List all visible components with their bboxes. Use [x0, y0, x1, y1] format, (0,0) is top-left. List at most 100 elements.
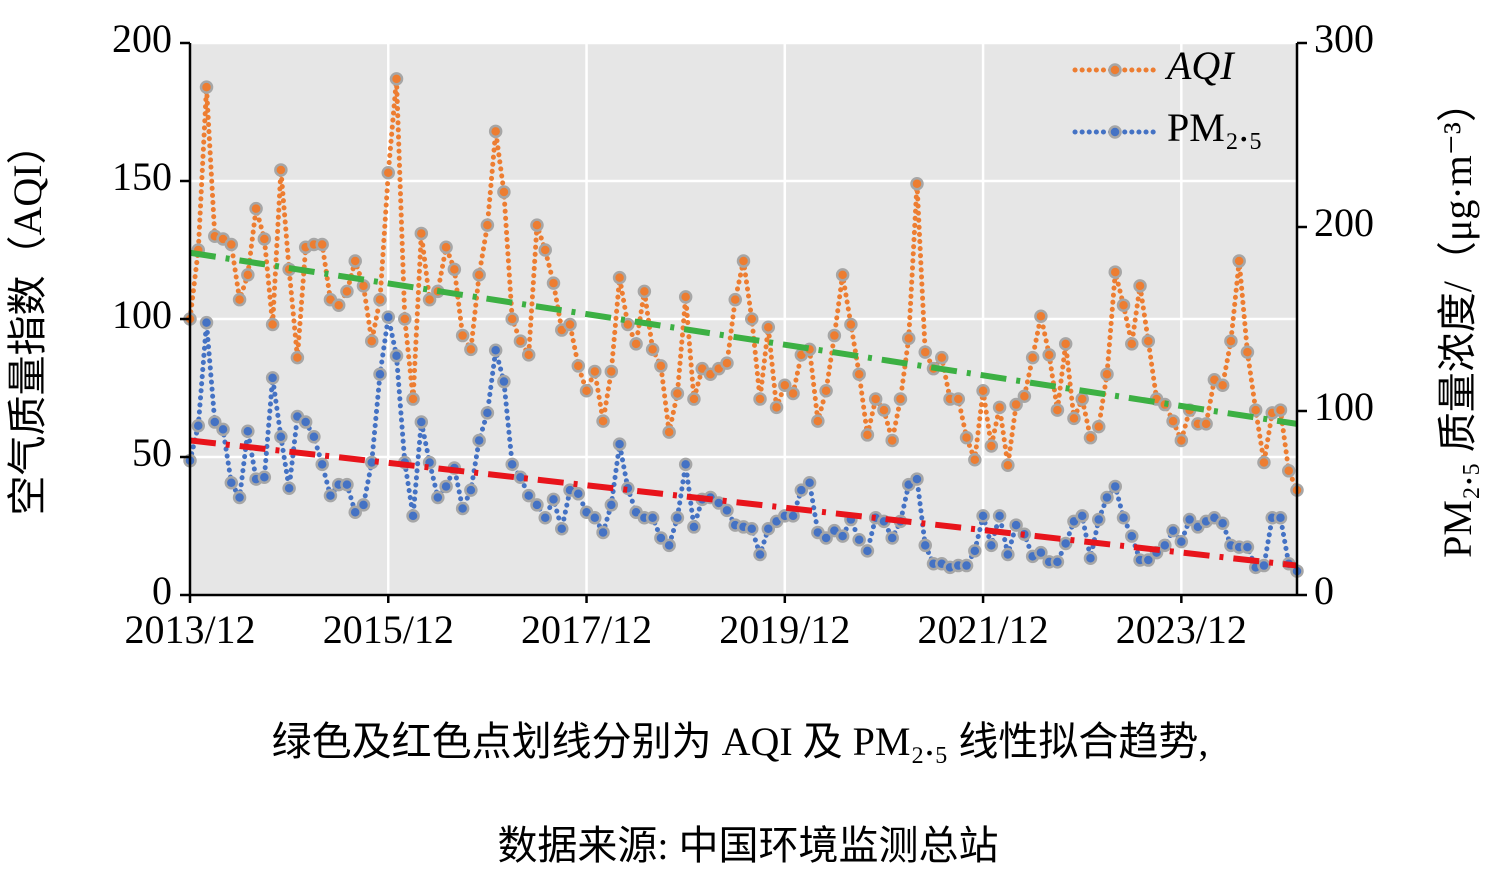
data-point [1009, 518, 1023, 532]
data-point [1141, 553, 1156, 567]
data-point [431, 490, 445, 505]
data-point [208, 415, 222, 429]
data-point [687, 392, 701, 406]
data-point [1158, 538, 1172, 553]
data-point [893, 392, 908, 406]
x-tick-label: 2023/12 [1116, 607, 1247, 652]
data-point [398, 312, 412, 326]
data-point [199, 315, 214, 330]
data-point [1050, 555, 1065, 569]
data-point [1058, 337, 1073, 351]
data-point [761, 320, 776, 335]
data-point [959, 558, 974, 573]
data-point [571, 487, 586, 501]
data-point [877, 403, 891, 417]
data-point [1166, 523, 1180, 538]
data-point [1067, 411, 1081, 426]
data-point [505, 312, 519, 326]
y-axis-label: 空气质量指数（AQI） [5, 124, 50, 515]
data-point [1001, 458, 1015, 473]
data-point [497, 374, 511, 389]
data-point [637, 284, 652, 299]
data-point [935, 350, 949, 365]
data-point [307, 430, 321, 444]
data-point [472, 268, 486, 282]
data-point [480, 406, 495, 420]
data-point [588, 510, 602, 525]
data-point [794, 483, 809, 497]
data-point [232, 292, 247, 307]
y2-tick-label: 100 [1314, 384, 1374, 429]
data-point [331, 298, 346, 312]
data-point [670, 386, 685, 401]
caption: 绿色及红色点划线分别为 AQI 及 PM₂.₅ 线性拟合趋势, [272, 719, 1209, 764]
data-point [852, 367, 866, 381]
data-point [588, 364, 602, 379]
data-point [720, 503, 734, 518]
data-point [827, 328, 842, 343]
data-point [753, 392, 767, 406]
data-point [786, 386, 800, 401]
data-point [1034, 309, 1048, 323]
data-point [381, 165, 396, 180]
data-point [596, 525, 610, 540]
data-point [670, 510, 685, 525]
data-point [1025, 350, 1040, 365]
data-point [976, 509, 990, 523]
data-point [464, 342, 478, 357]
data-point [1125, 529, 1139, 543]
y2-axis-label: PM₂.₅ 质量浓度/（μg·m⁻³） [1435, 82, 1480, 558]
data-point [472, 433, 486, 448]
data-point [555, 522, 569, 536]
data-point [265, 371, 280, 385]
y2-tick-label: 0 [1314, 568, 1334, 613]
data-point [241, 424, 255, 438]
data-point [191, 418, 206, 433]
y-tick-label: 0 [152, 568, 172, 613]
legend-marker [1108, 125, 1122, 139]
data-point [257, 470, 272, 484]
data-point [1034, 545, 1048, 560]
data-point [1133, 279, 1147, 293]
data-point [604, 364, 619, 379]
data-point [728, 292, 742, 307]
data-point [720, 356, 734, 370]
data-point [1075, 392, 1089, 406]
data-point [406, 509, 420, 523]
data-point [530, 498, 544, 512]
data-point [340, 284, 354, 299]
data-point [513, 334, 528, 348]
data-point [274, 163, 288, 177]
data-point [1174, 534, 1189, 549]
data-point [654, 531, 668, 545]
data-point [819, 531, 833, 545]
data-point [968, 453, 982, 467]
data-point [1273, 403, 1288, 417]
data-point [455, 501, 470, 516]
data-point [1017, 389, 1032, 404]
data-point [216, 422, 230, 437]
data-point [1083, 430, 1098, 445]
data-point [1199, 417, 1213, 431]
data-point [629, 337, 643, 351]
data-point [835, 529, 850, 543]
data-point [1108, 479, 1123, 494]
data-point [1224, 334, 1238, 348]
data-point [488, 343, 503, 358]
data-point [521, 348, 536, 362]
data-point [910, 472, 924, 486]
data-point [571, 359, 586, 373]
data-point [621, 317, 635, 332]
data-point [298, 415, 313, 429]
data-point [538, 510, 552, 525]
data-point [1100, 490, 1114, 505]
data-point [1116, 510, 1131, 525]
data-point [612, 270, 627, 285]
data-point [918, 345, 932, 359]
data-point [422, 292, 437, 307]
data-point [1257, 455, 1271, 470]
data-point [1108, 265, 1123, 279]
data-point [885, 531, 899, 545]
data-point [1182, 512, 1197, 527]
data-point [290, 350, 305, 365]
